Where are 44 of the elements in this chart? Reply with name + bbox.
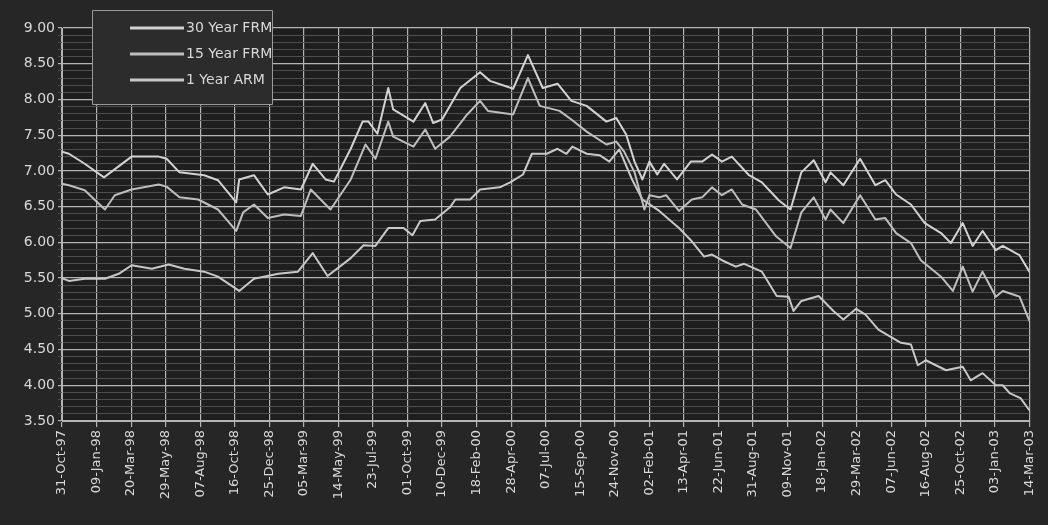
y-tick-label: 9.00 <box>23 18 55 35</box>
x-tick-label: 13-Apr-01 <box>675 430 691 494</box>
x-tick-label: 14-Mar-03 <box>1020 430 1036 497</box>
x-tick-label: 05-Mar-99 <box>295 430 311 497</box>
x-tick-label: 23-Jul-99 <box>364 430 380 489</box>
y-tick-label: 5.00 <box>23 304 55 321</box>
x-tick-label: 07-Jun-02 <box>882 430 898 494</box>
x-tick-label: 09-Nov-01 <box>778 430 794 498</box>
y-tick-label: 8.50 <box>23 54 55 71</box>
y-tick-label: 4.50 <box>23 340 55 357</box>
y-tick-label: 6.00 <box>23 233 55 249</box>
legend-label: 15 Year FRM <box>186 44 273 61</box>
x-tick-label: 03-Jan-03 <box>986 430 1002 494</box>
x-tick-label: 24-Nov-00 <box>606 430 622 498</box>
x-tick-label: 10-Dec-99 <box>433 430 449 498</box>
y-tick-label: 8.00 <box>23 90 55 107</box>
x-tick-label: 16-Oct-98 <box>226 430 242 496</box>
y-tick-label: 3.50 <box>23 411 55 428</box>
x-tick-label: 20-Mar-98 <box>122 430 138 497</box>
y-tick-label: 4.00 <box>23 375 55 392</box>
x-tick-label: 25-Dec-98 <box>260 430 276 498</box>
y-tick-label: 6.50 <box>23 197 55 214</box>
x-tick-label: 18-Jan-02 <box>813 430 829 494</box>
x-tick-label: 29-Mar-02 <box>848 430 864 497</box>
legend-label: 30 Year FRM <box>186 18 273 35</box>
x-tick-label: 01-Oct-99 <box>398 430 414 496</box>
x-tick-label: 16-Aug-02 <box>917 430 933 498</box>
x-tick-label: 31-Aug-01 <box>744 430 760 498</box>
x-tick-label: 29-May-98 <box>157 430 173 500</box>
x-tick-label: 18-Feb-00 <box>467 430 483 496</box>
x-tick-label: 09-Jan-98 <box>87 430 103 494</box>
x-tick-label: 07-Aug-98 <box>191 430 207 498</box>
x-tick-label: 14-May-99 <box>329 430 345 500</box>
y-tick-label: 7.50 <box>23 125 55 142</box>
y-tick-label: 7.00 <box>23 161 55 178</box>
x-tick-label: 02-Feb-01 <box>640 430 656 496</box>
x-tick-label: 07-Jul-00 <box>537 430 553 489</box>
x-tick-label: 28-Apr-00 <box>502 430 518 494</box>
x-tick-label: 15-Sep-00 <box>571 430 587 497</box>
x-tick-label: 22-Jun-01 <box>709 430 725 494</box>
x-tick-label: 31-Oct-97 <box>53 430 69 496</box>
x-tick-label: 25-Oct-02 <box>951 430 967 496</box>
legend-label: 1 Year ARM <box>186 70 265 87</box>
y-tick-label: 5.50 <box>23 268 55 285</box>
